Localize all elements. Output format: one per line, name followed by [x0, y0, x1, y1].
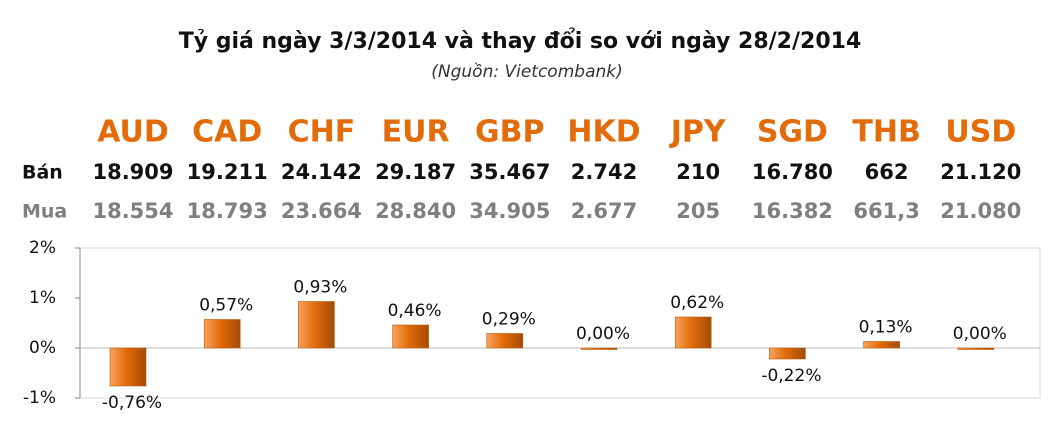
row-label: Mua: [22, 201, 67, 223]
currency-header: GBP: [475, 115, 544, 150]
rate-cell: 662: [865, 160, 909, 184]
rate-cell: 16.780: [752, 160, 833, 184]
value-label: 0,00%: [953, 324, 1007, 344]
value-label: 0,62%: [670, 293, 724, 313]
rate-cell: 18.554: [92, 199, 173, 223]
currency-header: AUD: [97, 115, 169, 150]
bar: [674, 316, 712, 349]
rate-cell: 35.467: [469, 160, 550, 184]
y-tick-label: 2%: [29, 238, 56, 258]
y-tick-label: 1%: [29, 288, 56, 308]
chart-title: Tỷ giá ngày 3/3/2014 và thay đổi so với …: [179, 28, 862, 54]
value-label: 0,46%: [388, 301, 442, 321]
rate-cell: 19.211: [187, 160, 268, 184]
rate-cell: 2.742: [571, 160, 637, 184]
currency-header: EUR: [382, 115, 450, 150]
value-label: 0,93%: [293, 278, 347, 298]
currency-header: JPY: [669, 115, 727, 150]
rate-cell: 661,3: [853, 199, 919, 223]
rate-cell: 18.909: [92, 160, 173, 184]
y-tick-label: -1%: [23, 388, 56, 408]
rate-cell: 2.677: [571, 199, 637, 223]
value-label: 0,00%: [576, 324, 630, 344]
currency-header: CAD: [192, 115, 262, 150]
rate-cell: 21.080: [940, 199, 1021, 223]
value-label: 0,57%: [199, 296, 253, 316]
rate-cell: 205: [676, 199, 720, 223]
bar: [298, 301, 335, 349]
currency-header: SGD: [757, 115, 828, 150]
rate-cell: 29.187: [375, 160, 456, 184]
currency-header: HKD: [567, 115, 640, 150]
bar: [392, 324, 429, 349]
bar: [957, 347, 995, 350]
y-tick-label: 0%: [29, 338, 56, 358]
rate-cell: 24.142: [281, 160, 362, 184]
rate-cell: 210: [676, 160, 720, 184]
rate-cell: 21.120: [940, 160, 1021, 184]
value-label: -0,76%: [102, 393, 162, 413]
row-label: Bán: [22, 162, 63, 184]
rate-cell: 23.664: [281, 199, 362, 223]
rate-cell: 16.382: [752, 199, 833, 223]
rate-cell: 18.793: [187, 199, 268, 223]
bar: [203, 319, 241, 349]
chart-subtitle: (Nguồn: Vietcombank): [431, 61, 622, 82]
bar: [486, 333, 524, 349]
currency-header: CHF: [288, 115, 356, 150]
bar: [863, 341, 900, 349]
value-label: -0,22%: [761, 366, 821, 386]
value-label: 0,29%: [482, 310, 536, 330]
bar: [769, 347, 806, 360]
rate-cell: 34.905: [469, 199, 550, 223]
bar: [109, 347, 147, 387]
value-label: 0,13%: [859, 318, 913, 338]
currency-header: USD: [945, 115, 1016, 150]
rate-cell: 28.840: [375, 199, 456, 223]
bar: [580, 347, 618, 350]
currency-header: THB: [852, 115, 920, 150]
